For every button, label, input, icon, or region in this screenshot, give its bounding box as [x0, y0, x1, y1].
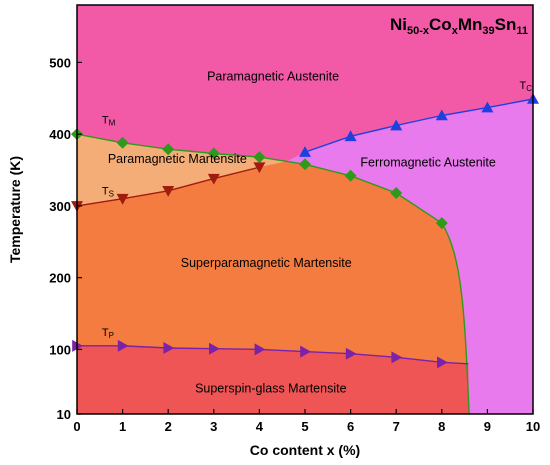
data-point-tp-1 [117, 339, 129, 352]
x-tick-label-5: 5 [301, 419, 308, 434]
regions-layer [77, 5, 533, 415]
data-point-ts-4 [253, 162, 266, 174]
markers-layer [71, 92, 539, 369]
region-superparamagnetic-martensite [77, 134, 470, 414]
data-point-tp-8 [437, 356, 448, 369]
region-label-3: Superparamagnetic Martensite [181, 256, 352, 270]
y-tick-label-100: 100 [49, 342, 71, 357]
data-point-tm-7 [390, 186, 403, 199]
y-tick-label-500: 500 [49, 55, 71, 70]
axes-layer: 0 1 2 3 4 5 6 7 8 9 10 10 100 200 300 400 500 [49, 4, 540, 434]
region-label-1: Ferromagnetic Austenite [360, 155, 496, 169]
region-label-2: Paramagnetic Martensite [108, 152, 247, 166]
data-point-tp-7 [391, 351, 403, 364]
data-point-tp-5 [300, 345, 311, 358]
data-point-tm-1 [116, 136, 129, 149]
data-point-tm-2 [162, 143, 175, 156]
x-tick-label-4: 4 [256, 419, 264, 434]
y-tick-label-400: 400 [49, 127, 71, 142]
data-point-tc-4 [481, 101, 494, 113]
region-ferromagnetic-austenite [286, 98, 533, 415]
series-label-tp: TP [102, 327, 114, 340]
x-tick-label-8: 8 [438, 419, 445, 434]
x-tick-label-9: 9 [484, 419, 491, 434]
x-tick-label-7: 7 [393, 419, 400, 434]
series-line-tc [304, 98, 534, 153]
region-label-4: Superspin-glass Martensite [195, 381, 347, 395]
y-tick-label-200: 200 [49, 271, 71, 286]
data-point-tc-0 [299, 146, 311, 157]
y-tick-label-300: 300 [49, 199, 71, 214]
x-tick-label-3: 3 [210, 419, 217, 434]
data-point-ts-2 [162, 186, 175, 197]
data-point-tp-3 [209, 342, 220, 355]
data-point-tm-4 [253, 151, 266, 164]
series-line-tp [77, 345, 469, 365]
x-tick-label-0: 0 [73, 419, 80, 434]
data-point-tp-6 [345, 347, 357, 360]
data-point-tm-6 [344, 169, 357, 182]
data-point-tm-5 [299, 158, 311, 171]
data-point-tp-4 [254, 343, 266, 356]
region-paramagnetic-martensite [77, 134, 287, 206]
data-point-ts-3 [207, 173, 220, 185]
series-label-tc: TC [520, 80, 533, 93]
data-point-tc-1 [344, 130, 357, 142]
x-tick-label-6: 6 [347, 419, 354, 434]
x-tick-label-1: 1 [119, 419, 126, 434]
labels-layer: Paramagnetic Austenite Ferromagnetic Aust… [102, 69, 532, 395]
lines-layer [76, 98, 534, 415]
series-line-tm [76, 133, 470, 415]
x-axis-title: Co content x (%) [250, 442, 360, 458]
chart-title: Ni50-xCoxMn39Sn11 [390, 15, 528, 37]
data-point-tp-2 [163, 341, 175, 354]
data-point-tm-3 [207, 147, 220, 160]
x-tick-label-10: 10 [526, 419, 540, 434]
data-point-tc-3 [435, 109, 448, 121]
y-axis-title: Temperature (K) [7, 156, 23, 263]
series-label-ts: TS [102, 185, 114, 198]
x-tick-label-2: 2 [165, 419, 172, 434]
y-tick-label-10: 10 [57, 407, 71, 422]
region-label-0: Paramagnetic Austenite [207, 69, 339, 83]
series-label-tm: TM [102, 114, 116, 127]
data-point-ts-1 [116, 193, 129, 205]
data-point-tm-8 [435, 217, 448, 230]
data-point-tc-2 [390, 119, 403, 131]
region-superspin-glass-martensite [77, 345, 470, 414]
